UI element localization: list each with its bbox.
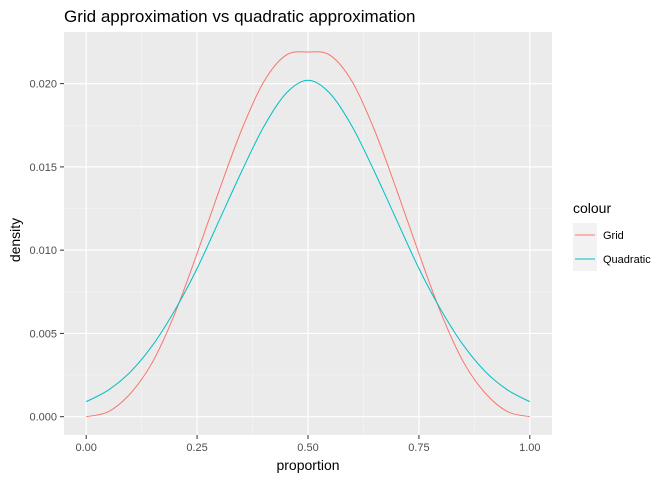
y-tick-label: 0.000 (29, 412, 57, 424)
x-tick-label: 0.00 (75, 442, 96, 454)
grid-major (64, 32, 552, 435)
legend-label-grid: Grid (603, 230, 624, 242)
y-tick-label: 0.005 (29, 328, 57, 340)
legend: colour Grid Quadratic (573, 200, 651, 271)
x-tick-label: 0.25 (186, 442, 207, 454)
chart-title: Grid approximation vs quadratic approxim… (64, 7, 416, 26)
series-line-grid (86, 51, 530, 418)
y-tick-label: 0.020 (29, 79, 57, 91)
y-tick-label: 0.015 (29, 162, 57, 174)
y-axis: 0.000 0.005 0.010 0.015 0.020 (29, 79, 64, 424)
x-axis-title: proportion (276, 457, 339, 473)
x-tick-label: 0.50 (297, 442, 318, 454)
x-axis: 0.00 0.25 0.50 0.75 1.00 (75, 435, 541, 454)
legend-label-quadratic: Quadratic (603, 254, 651, 266)
x-tick-label: 1.00 (519, 442, 540, 454)
x-tick-label: 0.75 (408, 442, 429, 454)
y-tick-label: 0.010 (29, 245, 57, 257)
series-layer (85, 51, 531, 418)
y-axis-title: density (7, 218, 23, 262)
series-line-quadratic (85, 79, 531, 403)
legend-title: colour (573, 200, 611, 216)
legend-items: Grid Quadratic (573, 223, 651, 271)
